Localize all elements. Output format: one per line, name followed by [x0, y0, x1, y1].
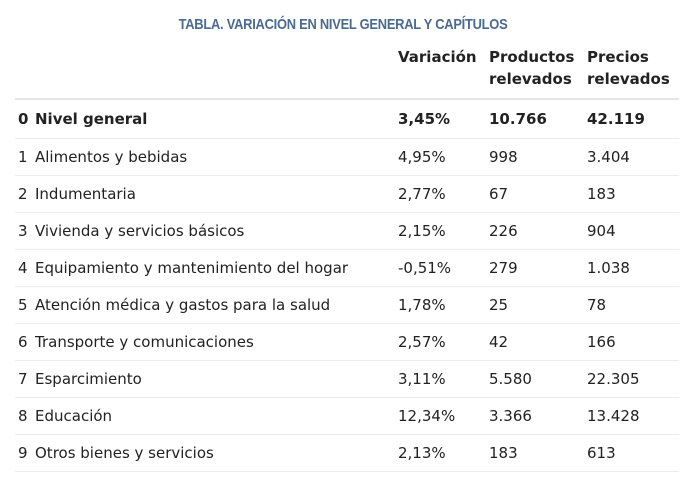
row-number: 0 — [15, 99, 35, 139]
row-name: Otros bienes y servicios — [35, 434, 398, 472]
row-name: Transporte y comunicaciones — [35, 323, 398, 361]
row-productos: 5.580 — [489, 360, 587, 398]
row-name: Esparcimiento — [35, 360, 398, 398]
row-productos: 42 — [489, 323, 587, 361]
table-row: 8 Educación 12,34% 3.366 13.428 — [15, 397, 679, 435]
header-precios-line2: relevados — [587, 70, 670, 88]
table-row: 1 Alimentos y bebidas 4,95% 998 3.404 — [15, 138, 679, 176]
row-variacion: 2,57% — [398, 323, 489, 361]
row-number: 2 — [15, 175, 35, 213]
row-name: Vivienda y servicios básicos — [35, 212, 398, 250]
header-productos-line1: Productos — [489, 48, 575, 66]
row-name: Nivel general — [35, 99, 398, 139]
row-precios: 166 — [587, 323, 679, 361]
row-name: Educación — [35, 397, 398, 435]
row-name: Indumentaria — [35, 175, 398, 213]
row-precios: 42.119 — [587, 99, 679, 139]
table-row: 6 Transporte y comunicaciones 2,57% 42 166 — [15, 323, 679, 361]
table-title: TABLA. VARIACIÓN EN NIVEL GENERAL Y CAPÍ… — [178, 16, 508, 33]
table-row: 9 Otros bienes y servicios 2,13% 183 613 — [15, 434, 679, 472]
row-productos: 10.766 — [489, 99, 587, 139]
header-num — [15, 44, 35, 100]
row-productos: 3.366 — [489, 397, 587, 435]
header-precios: Precios relevados — [587, 44, 679, 100]
row-variacion: 12,34% — [398, 397, 489, 435]
table-row: 5 Atención médica y gastos para la salud 1… — [15, 286, 679, 324]
table-header: Variación Productos relevados Precios rele… — [15, 44, 679, 100]
header-productos-line2: relevados — [489, 70, 572, 88]
row-precios: 22.305 — [587, 360, 679, 398]
row-productos: 998 — [489, 138, 587, 176]
table-row: 3 Vivienda y servicios básicos 2,15% 226 904 — [15, 212, 679, 250]
row-productos: 279 — [489, 249, 587, 287]
row-name: Equipamiento y mantenimiento del hogar — [35, 249, 398, 287]
header-productos: Productos relevados — [489, 44, 587, 100]
row-variacion: 4,95% — [398, 138, 489, 176]
row-variacion: 3,11% — [398, 360, 489, 398]
header-row: Variación Productos relevados Precios rele… — [15, 44, 679, 100]
header-variacion: Variación — [398, 44, 489, 100]
row-precios: 904 — [587, 212, 679, 250]
table-row-total: 0 Nivel general 3,45% 10.766 42.119 — [15, 99, 679, 139]
row-precios: 1.038 — [587, 249, 679, 287]
row-variacion: 2,15% — [398, 212, 489, 250]
row-number: 8 — [15, 397, 35, 435]
table-row: 4 Equipamiento y mantenimiento del hogar -… — [15, 249, 679, 287]
row-productos: 226 — [489, 212, 587, 250]
row-variacion: -0,51% — [398, 249, 489, 287]
header-variacion-label: Variación — [398, 48, 477, 66]
table-body: 0 Nivel general 3,45% 10.766 42.119 1 Alimento… — [15, 99, 679, 472]
row-productos: 67 — [489, 175, 587, 213]
row-number: 7 — [15, 360, 35, 398]
header-name — [35, 44, 398, 100]
row-precios: 13.428 — [587, 397, 679, 435]
table-row: 7 Esparcimiento 3,11% 5.580 22.305 — [15, 360, 679, 398]
row-precios: 78 — [587, 286, 679, 324]
table-row: 2 Indumentaria 2,77% 67 183 — [15, 175, 679, 213]
header-precios-line1: Precios — [587, 48, 649, 66]
row-precios: 3.404 — [587, 138, 679, 176]
row-name: Atención médica y gastos para la salud — [35, 286, 398, 324]
row-variacion: 2,77% — [398, 175, 489, 213]
row-precios: 183 — [587, 175, 679, 213]
row-number: 5 — [15, 286, 35, 324]
variation-table: Variación Productos relevados Precios rele… — [15, 44, 679, 472]
row-productos: 25 — [489, 286, 587, 324]
row-variacion: 2,13% — [398, 434, 489, 472]
row-variacion: 1,78% — [398, 286, 489, 324]
row-precios: 613 — [587, 434, 679, 472]
row-number: 9 — [15, 434, 35, 472]
row-productos: 183 — [489, 434, 587, 472]
row-variacion: 3,45% — [398, 99, 489, 139]
row-name: Alimentos y bebidas — [35, 138, 398, 176]
row-number: 1 — [15, 138, 35, 176]
row-number: 4 — [15, 249, 35, 287]
row-number: 6 — [15, 323, 35, 361]
row-number: 3 — [15, 212, 35, 250]
